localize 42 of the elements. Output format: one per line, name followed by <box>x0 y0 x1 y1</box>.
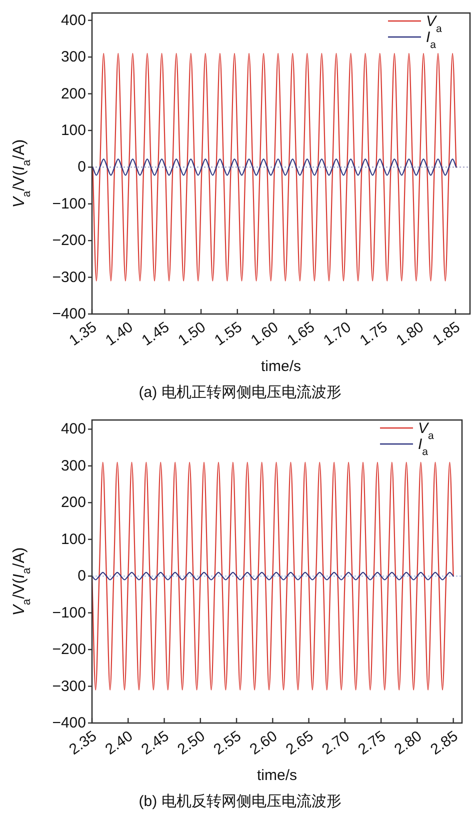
y-tick-label: 0 <box>78 158 86 176</box>
y-tick-label: 400 <box>60 420 86 438</box>
y-tick-label: 300 <box>60 48 86 66</box>
x-tick-label: 1.80 <box>393 318 427 350</box>
y-tick-label: −100 <box>52 195 86 212</box>
x-axis-title: time/s <box>256 767 298 784</box>
x-tick-label: 2.80 <box>391 728 426 758</box>
x-tick-label: 2.50 <box>174 728 208 758</box>
y-tick-label: −100 <box>52 604 86 622</box>
x-tick-label: 2.40 <box>102 728 136 758</box>
x-tick-label: 2.65 <box>282 728 317 758</box>
y-tick-label: 100 <box>60 530 86 548</box>
y-tick-label: −200 <box>52 232 86 250</box>
y-tick-label: 200 <box>60 85 86 102</box>
text: (b) 电机反转网侧电压电流波形 <box>138 793 342 810</box>
x-tick-label: 1.55 <box>212 318 246 350</box>
legend-label: I$_{a}$ <box>418 436 428 458</box>
x-tick-label: 1.50 <box>175 318 209 350</box>
x-tick-label: 2.85 <box>427 728 462 758</box>
x-tick-label: 2.70 <box>319 728 353 758</box>
x-tick-label: 1.75 <box>356 318 391 350</box>
x-tick-label: 2.55 <box>210 728 244 758</box>
x-tick-label: 1.65 <box>284 318 318 350</box>
text: (a) 电机正转网侧电压电流波形 <box>138 384 342 401</box>
y-tick-label: −300 <box>52 268 86 286</box>
x-tick-label: 2.45 <box>138 728 172 758</box>
x-tick-label: 1.45 <box>138 318 173 350</box>
x-tick-label: 1.60 <box>248 318 282 350</box>
legend-label: I$_{a}$ <box>426 29 436 51</box>
y-tick-label: −200 <box>52 641 86 658</box>
y-tick-label: −300 <box>52 678 86 695</box>
y-tick-label: 100 <box>60 122 86 139</box>
x-axis-title: time/s <box>260 358 302 375</box>
x-tick-label: 2.75 <box>355 728 389 758</box>
y-tick-label: 200 <box>60 494 86 512</box>
y-tick-label: 300 <box>60 457 86 474</box>
x-tick-label: 1.40 <box>102 318 136 350</box>
y-tick-label: 400 <box>60 12 86 29</box>
x-tick-label: 1.85 <box>430 318 464 350</box>
y-tick-label: 0 <box>78 568 86 585</box>
x-tick-label: 1.70 <box>320 318 354 350</box>
x-tick-label: 2.60 <box>246 728 280 758</box>
